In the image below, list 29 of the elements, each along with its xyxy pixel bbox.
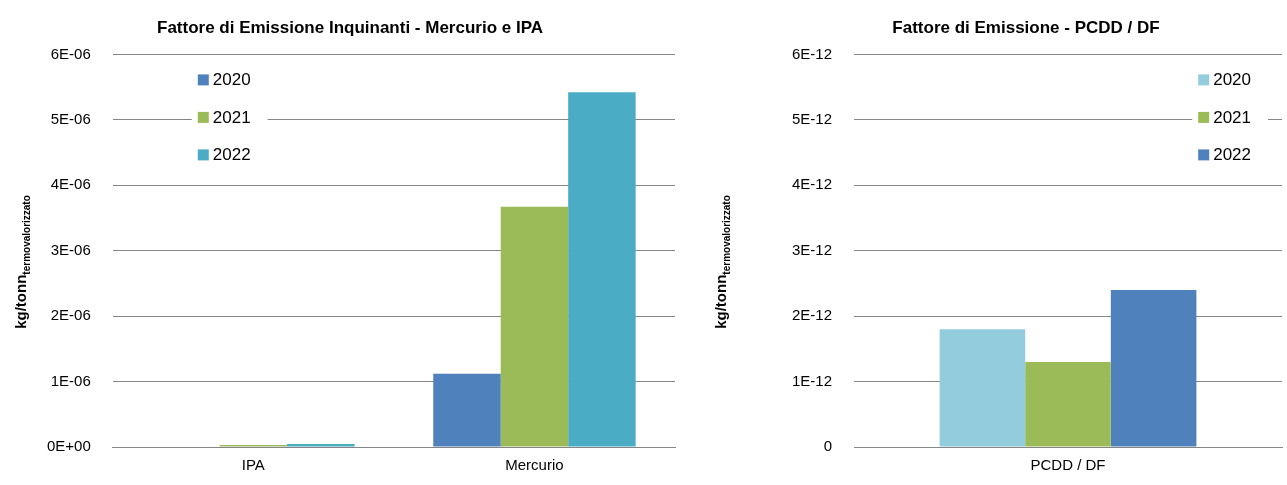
x-tick-label: Mercurio xyxy=(505,456,564,474)
x-tick-label: PCDD / DF xyxy=(1030,456,1106,474)
y-tick-label: 3E-12 xyxy=(792,240,833,258)
y-tick-label: 2E-06 xyxy=(50,306,91,324)
bar xyxy=(433,373,501,447)
y-tick-label: 6E-12 xyxy=(792,44,833,62)
y-tick-label: 5E-06 xyxy=(50,109,91,127)
legend-label: 2021 xyxy=(212,107,251,127)
y-tick-label: 3E-06 xyxy=(50,240,91,258)
legend-label: 2021 xyxy=(1213,107,1252,127)
legend-label: 2022 xyxy=(212,145,251,165)
y-tick-label: 6E-06 xyxy=(50,44,91,62)
y-tick-label: 4E-06 xyxy=(50,175,91,193)
y-tick-label: 0 xyxy=(823,437,833,455)
legend-label: 2022 xyxy=(1213,145,1252,165)
bar xyxy=(500,206,569,447)
bar xyxy=(568,92,636,447)
y-tick-label: 5E-12 xyxy=(792,109,833,127)
y-tick-label: 4E-12 xyxy=(792,175,833,193)
chart-title: Fattore di Emissione - PCDD / DF xyxy=(892,17,1160,37)
y-tick-label: 2E-12 xyxy=(792,306,833,324)
legend-label: 2020 xyxy=(212,70,251,90)
y-tick-label: 1E-12 xyxy=(792,371,833,389)
y-tick-label: 1E-06 xyxy=(50,371,91,389)
bar xyxy=(287,444,355,447)
y-tick-label: 0E+00 xyxy=(46,437,91,455)
x-tick-label: IPA xyxy=(241,456,265,474)
chart-title: Fattore di Emissione Inquinanti - Mercurio e IPA xyxy=(156,17,544,37)
legend-label: 2020 xyxy=(1213,70,1252,90)
